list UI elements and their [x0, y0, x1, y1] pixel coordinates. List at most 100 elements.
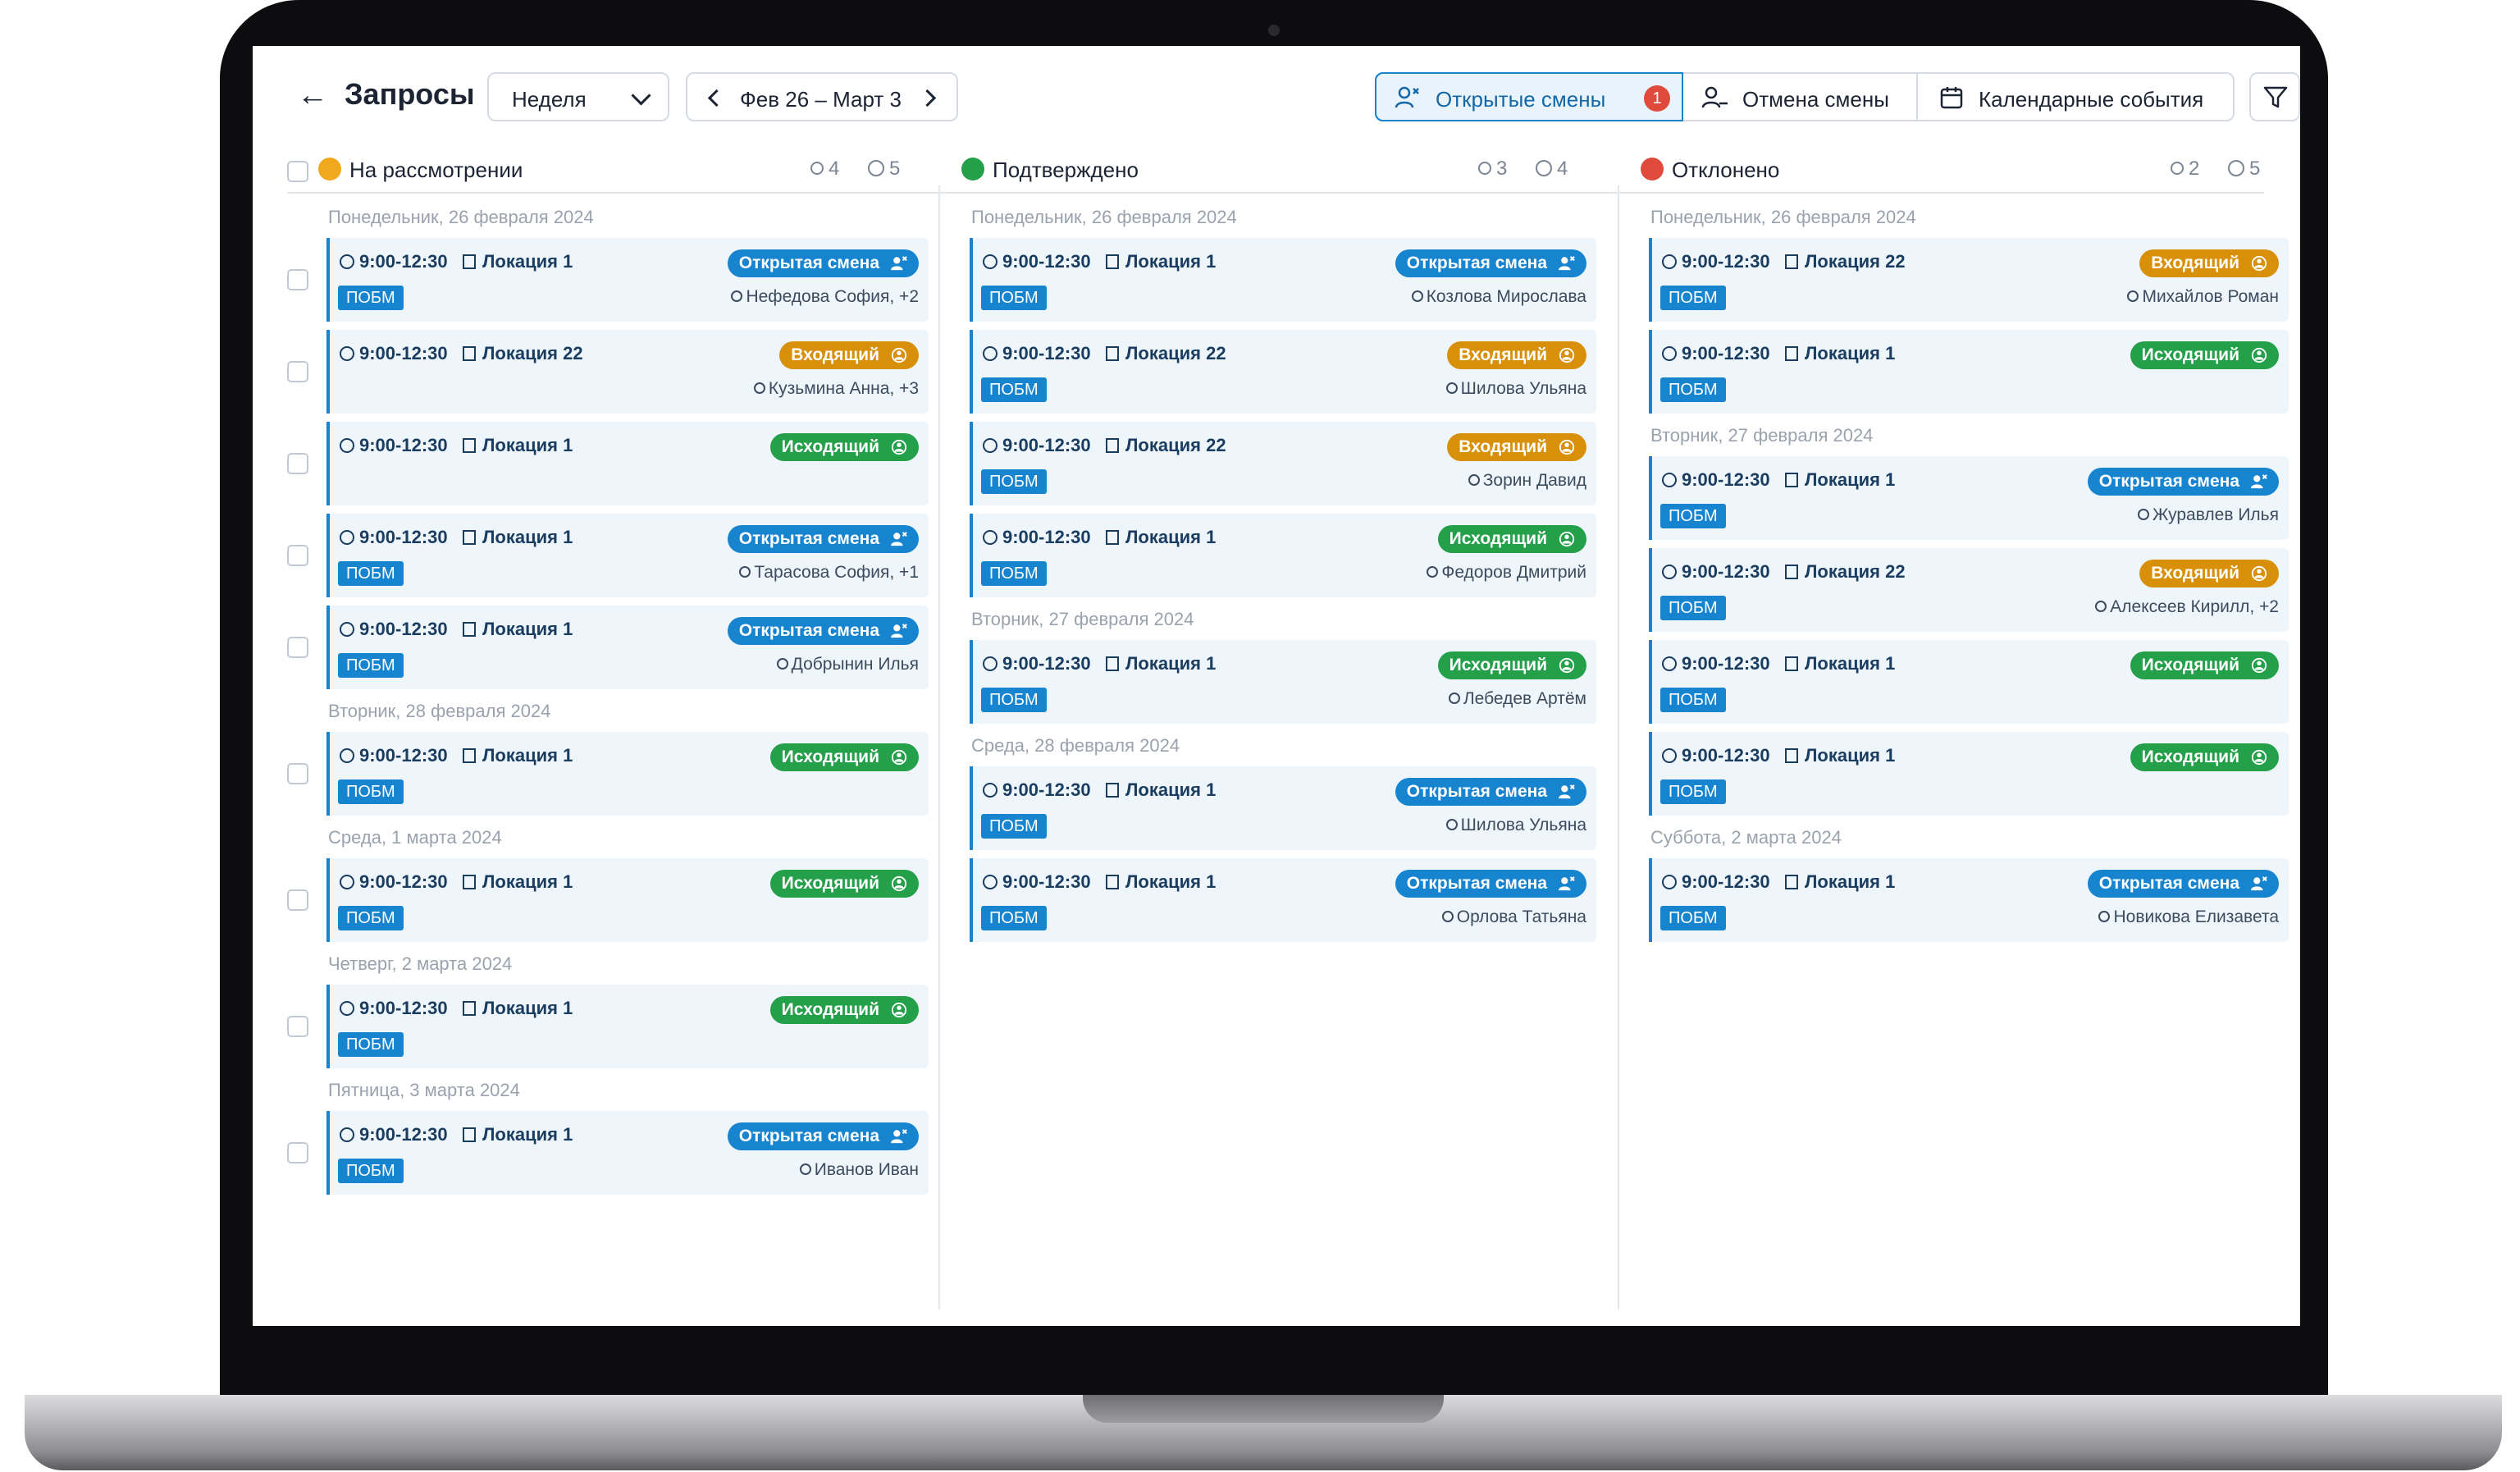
row-checkbox[interactable] — [287, 1142, 308, 1163]
shift-location: Локация 1 — [463, 871, 573, 893]
request-type-label: Исходящий — [1449, 656, 1547, 674]
request-type-label: Исходящий — [781, 437, 879, 456]
clock-icon — [340, 875, 354, 889]
request-card[interactable]: 9:00-12:30 Локация 1 ПОБМ Открытая смена Жур… — [1649, 456, 2289, 540]
assignee: Кузьмина Анна, +3 — [753, 379, 919, 399]
request-type-label: Исходящий — [781, 1000, 879, 1019]
request-card[interactable]: 9:00-12:30 Локация 1 Исходящий — [326, 422, 929, 505]
user-icon — [753, 382, 765, 394]
shift-time: 9:00-12:30 — [340, 343, 448, 364]
tab-calendar-events[interactable]: Календарные события — [1918, 72, 2235, 121]
role-badge: ПОБМ — [981, 688, 1047, 712]
request-card[interactable]: 9:00-12:30 Локация 22 ПОБМ Входящий Алексеев… — [1649, 548, 2289, 632]
building-icon — [1785, 656, 1798, 671]
request-type-tag: Исходящий — [769, 743, 919, 771]
request-type-tag: Открытая смена — [2087, 468, 2279, 496]
role-badge: ПОБМ — [1660, 779, 1726, 804]
request-card[interactable]: 9:00-12:30 Локация 22 ПОБМ Входящий Шилова У… — [970, 330, 1596, 414]
request-type-label: Входящий — [791, 345, 879, 364]
next-week-icon[interactable] — [918, 89, 937, 107]
user-icon — [1468, 474, 1480, 486]
column-title: На рассмотрении — [349, 158, 523, 182]
request-card[interactable]: 9:00-12:30 Локация 1 ПОБМ Открытая смена Неф… — [326, 238, 929, 322]
shift-time: 9:00-12:30 — [340, 998, 448, 1019]
role-badge: ПОБМ — [1660, 504, 1726, 528]
building-icon — [463, 1127, 476, 1142]
request-card[interactable]: 9:00-12:30 Локация 1 ПОБМ Открытая смена Шил… — [970, 766, 1596, 850]
request-card[interactable]: 9:00-12:30 Локация 1 ПОБМ Открытая смена Орл… — [970, 858, 1596, 942]
role-badge: ПОБМ — [338, 286, 404, 310]
request-type-tag: Открытая смена — [1395, 778, 1586, 806]
user-icon — [731, 290, 743, 302]
request-card[interactable]: 9:00-12:30 Локация 22 ПОБМ Входящий Зорин Да… — [970, 422, 1596, 505]
row-checkbox[interactable] — [287, 889, 308, 911]
assignee: Шилова Ульяна — [1445, 379, 1586, 399]
request-card[interactable]: 9:00-12:30 Локация 1 ПОБМ Исходящий — [1649, 732, 2289, 816]
prev-week-icon[interactable] — [707, 89, 726, 107]
shift-location-value: Локация 1 — [1125, 527, 1217, 547]
request-card[interactable]: 9:00-12:30 Локация 22 Входящий Кузьмина Анн… — [326, 330, 929, 414]
request-card[interactable]: 9:00-12:30 Локация 1 ПОБМ Исходящий — [326, 732, 929, 816]
request-card[interactable]: 9:00-12:30 Локация 22 ПОБМ Входящий Михайлов… — [1649, 238, 2289, 322]
row-checkbox[interactable] — [287, 269, 308, 290]
user-icon — [2127, 290, 2139, 302]
shift-location-value: Локация 1 — [482, 435, 573, 455]
shift-time-value: 9:00-12:30 — [359, 745, 448, 766]
request-card[interactable]: 9:00-12:30 Локация 1 ПОБМ Исходящий Лебедев … — [970, 640, 1596, 724]
people-count: 2 — [2171, 158, 2199, 181]
request-card[interactable]: 9:00-12:30 Локация 1 ПОБМ Открытая смена Ива… — [326, 1111, 929, 1195]
swap-person-icon — [1559, 657, 1575, 674]
request-card[interactable]: 9:00-12:30 Локация 1 ПОБМ Исходящий — [1649, 640, 2289, 724]
building-icon — [1785, 748, 1798, 763]
clock-icon — [983, 346, 998, 361]
user-x-icon — [891, 1129, 907, 1144]
request-card[interactable]: 9:00-12:30 Локация 1 ПОБМ Исходящий — [326, 858, 929, 942]
request-card[interactable]: 9:00-12:30 Локация 1 ПОБМ Исходящий Федоров … — [970, 514, 1596, 597]
user-icon — [1427, 566, 1439, 578]
request-card[interactable]: 9:00-12:30 Локация 1 ПОБМ Открытая смена Тар… — [326, 514, 929, 597]
user-icon — [2137, 509, 2149, 520]
request-type-tag: Открытая смена — [727, 1122, 919, 1150]
row-checkbox[interactable] — [287, 361, 308, 382]
row-checkbox[interactable] — [287, 763, 308, 784]
shift-location: Локация 1 — [463, 251, 573, 272]
row-checkbox[interactable] — [287, 545, 308, 566]
shift-time: 9:00-12:30 — [340, 251, 448, 272]
assignee: Зорин Давид — [1468, 471, 1586, 491]
tab-cancel-shift[interactable]: Отмена смены — [1683, 72, 1918, 121]
shift-time-value: 9:00-12:30 — [1002, 653, 1091, 674]
role-badge: ПОБМ — [338, 561, 404, 586]
back-arrow-icon[interactable]: ← — [297, 78, 328, 112]
request-card[interactable]: 9:00-12:30 Локация 1 ПОБМ Исходящий — [326, 985, 929, 1068]
shift-location: Локация 1 — [1785, 871, 1895, 893]
row-checkbox[interactable] — [287, 453, 308, 474]
select-all-checkbox[interactable] — [287, 161, 308, 182]
assignee: Нефедова София, +2 — [731, 287, 919, 307]
calendar-icon — [1940, 87, 1963, 109]
assignee-name: Добрынин Илья — [791, 655, 919, 674]
shift-location: Локация 22 — [463, 343, 583, 364]
swap-count: 5 — [868, 158, 900, 181]
tab-open-shifts-box[interactable]: Открытые смены 1 — [1375, 72, 1683, 121]
clock-icon — [340, 1001, 354, 1016]
filter-button[interactable] — [2249, 72, 2300, 121]
people-count-value: 4 — [829, 158, 840, 180]
shift-time-value: 9:00-12:30 — [1682, 653, 1770, 674]
user-x-icon — [1559, 256, 1575, 271]
request-card[interactable]: 9:00-12:30 Локация 1 ПОБМ Открытая смена Нов… — [1649, 858, 2289, 942]
row-checkbox[interactable] — [287, 1016, 308, 1037]
user-icon — [739, 566, 751, 578]
request-type-tag: Исходящий — [769, 433, 919, 461]
assignee-name: Шилова Ульяна — [1460, 816, 1586, 834]
request-type-tag: Открытая смена — [727, 617, 919, 645]
period-select[interactable]: Неделя — [487, 72, 669, 121]
row-checkbox[interactable] — [287, 637, 308, 658]
assignee: Алексеев Кирилл, +2 — [2095, 597, 2279, 617]
request-card[interactable]: 9:00-12:30 Локация 1 ПОБМ Открытая смена Доб… — [326, 606, 929, 689]
shift-location: Локация 1 — [1106, 251, 1216, 272]
column-header: На рассмотрении — [318, 154, 925, 187]
request-card[interactable]: 9:00-12:30 Локация 1 ПОБМ Исходящий — [1649, 330, 2289, 414]
clock-icon — [1662, 565, 1677, 579]
request-card[interactable]: 9:00-12:30 Локация 1 ПОБМ Открытая смена Коз… — [970, 238, 1596, 322]
user-icon — [1411, 290, 1423, 302]
